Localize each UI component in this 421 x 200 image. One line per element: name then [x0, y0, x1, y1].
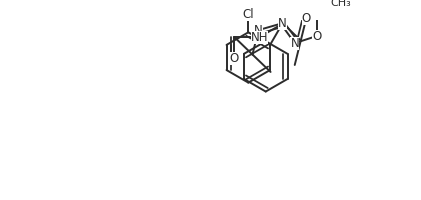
Text: Cl: Cl — [242, 8, 254, 21]
Text: NH: NH — [251, 31, 268, 44]
Text: CH₃: CH₃ — [330, 0, 351, 8]
Text: O: O — [301, 12, 311, 25]
Text: O: O — [230, 52, 239, 65]
Text: N: N — [278, 17, 287, 30]
Text: O: O — [312, 30, 321, 43]
Text: N: N — [254, 24, 263, 37]
Text: N: N — [290, 37, 299, 50]
